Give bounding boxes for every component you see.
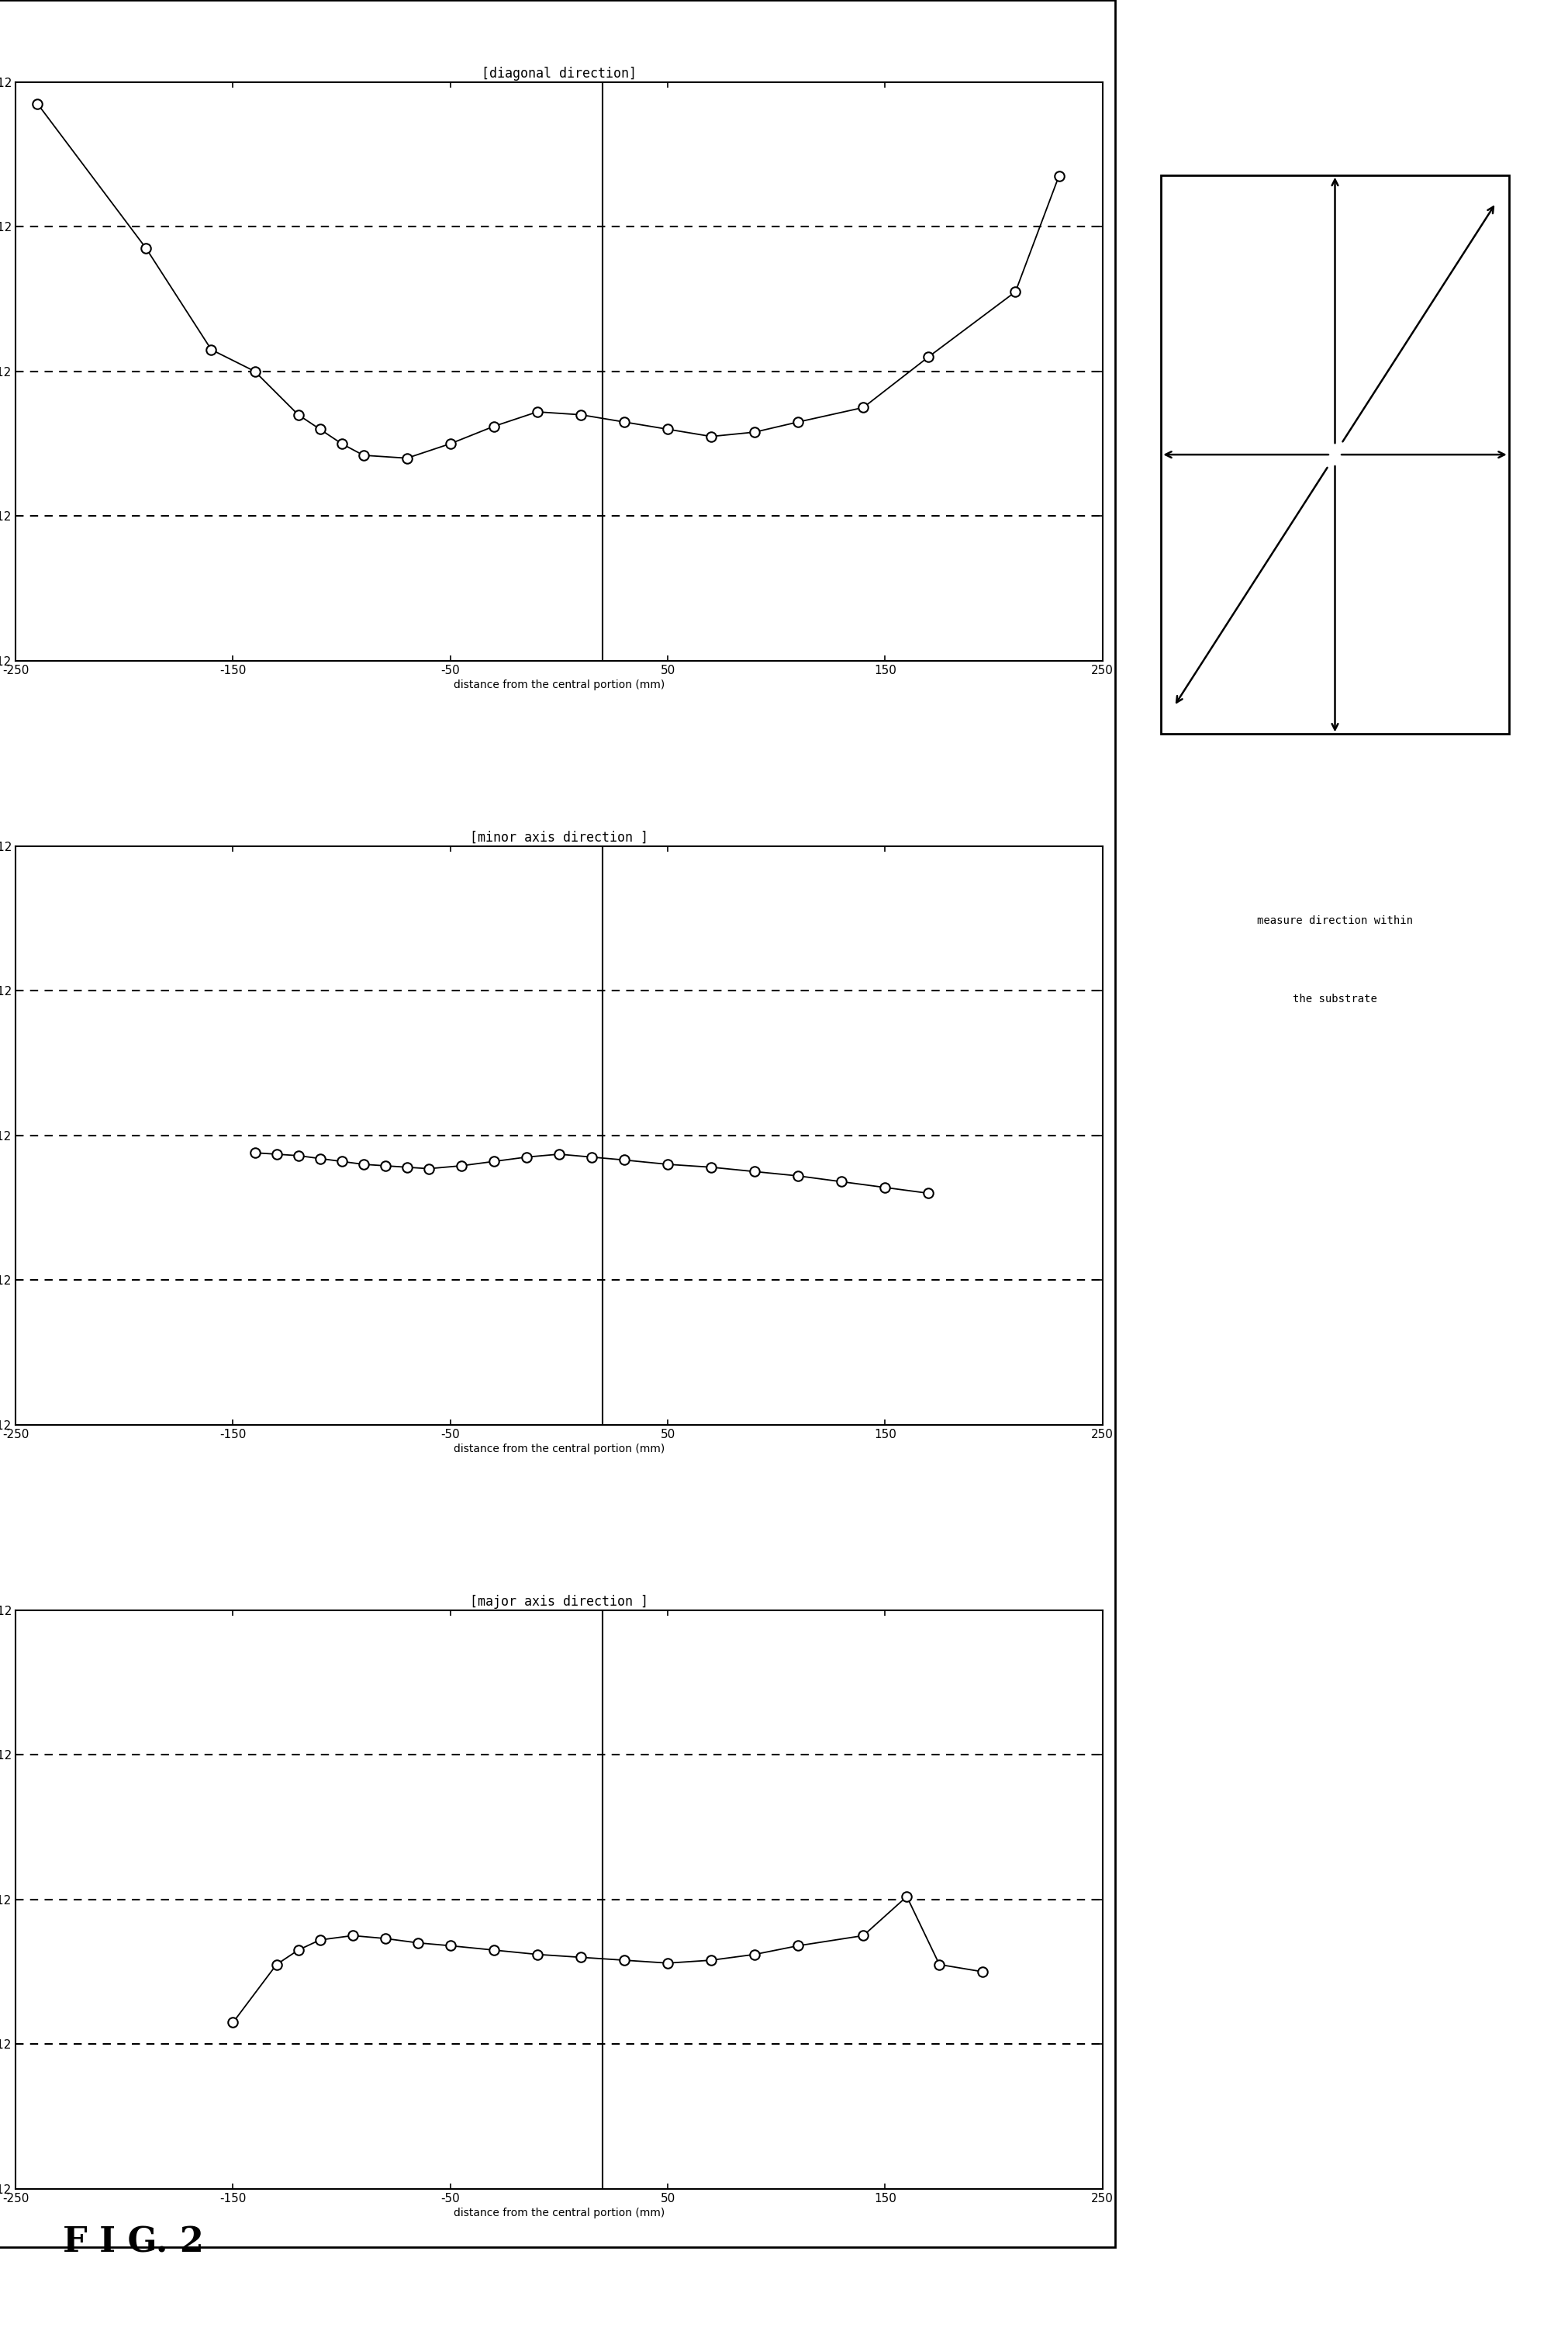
Text: measure direction within: measure direction within bbox=[1258, 915, 1413, 927]
Title: [diagonal direction]: [diagonal direction] bbox=[481, 68, 637, 80]
Title: [minor axis direction ]: [minor axis direction ] bbox=[470, 831, 648, 845]
X-axis label: distance from the central portion (mm): distance from the central portion (mm) bbox=[453, 679, 665, 691]
X-axis label: distance from the central portion (mm): distance from the central portion (mm) bbox=[453, 1444, 665, 1454]
Text: F I G. 2: F I G. 2 bbox=[63, 2226, 204, 2259]
Bar bbox=[1160, 176, 1508, 735]
Title: [major axis direction ]: [major axis direction ] bbox=[470, 1594, 648, 1608]
X-axis label: distance from the central portion (mm): distance from the central portion (mm) bbox=[453, 2208, 665, 2219]
Text: the substrate: the substrate bbox=[1292, 995, 1377, 1004]
